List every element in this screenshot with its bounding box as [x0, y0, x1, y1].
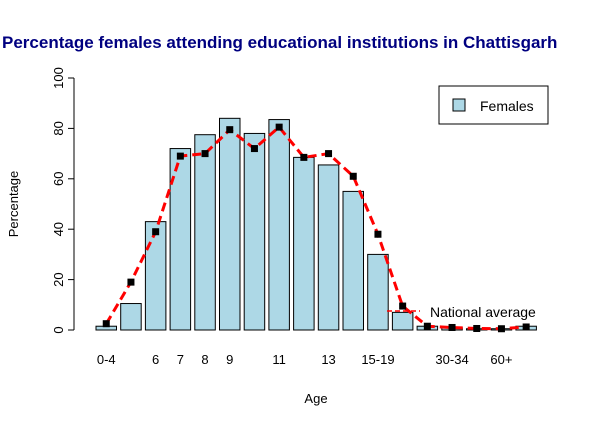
legend-label-females: Females	[480, 98, 534, 114]
y-tick-label: 80	[51, 121, 66, 135]
national-average-point-14	[349, 172, 357, 180]
y-tick-label: 20	[51, 272, 66, 286]
x-axis-label: Age	[304, 391, 327, 406]
x-tick-label: 6	[152, 352, 159, 367]
bar-6	[144, 221, 167, 331]
bar-12	[293, 156, 315, 331]
national-average-point-40-59	[497, 325, 505, 333]
y-tick-label: 100	[51, 67, 66, 89]
national-average-point-15-19	[374, 230, 382, 238]
x-tick-label: 13	[321, 352, 335, 367]
y-axis-label: Percentage	[6, 171, 21, 238]
national-average-point-12	[300, 153, 308, 161]
chart-title: Percentage females attending educational…	[2, 33, 557, 52]
national-average-point-8	[201, 150, 209, 158]
y-tick-label: 40	[51, 222, 66, 236]
bar-10	[243, 132, 266, 331]
national-average-point-10	[250, 145, 258, 153]
national-average-point-35-39	[473, 324, 481, 332]
national-average-point-0-4	[102, 320, 110, 328]
national-average-line	[105, 125, 527, 331]
national-average-series	[102, 123, 530, 333]
legend-swatch-females	[452, 98, 466, 112]
x-tick-label: 0-4	[97, 352, 116, 367]
national-average-point-20-24	[399, 302, 407, 310]
national-average-point-9	[226, 126, 234, 134]
national-average-point-7	[176, 152, 184, 160]
national-average-point-25-29	[423, 322, 431, 330]
national-average-point-11	[275, 123, 283, 131]
y-axis: 0 20 40 60 80 100	[51, 67, 75, 334]
x-tick-label: 30-34	[435, 352, 468, 367]
x-tick-label: 8	[201, 352, 208, 367]
x-tick-label: 9	[226, 352, 233, 367]
x-tick-label: 15-19	[361, 352, 394, 367]
national-average-point-6	[152, 228, 160, 236]
bar-14	[342, 190, 364, 331]
legend: Females	[438, 85, 549, 125]
x-tick-label: 11	[272, 352, 286, 367]
y-tick-label: 60	[51, 172, 66, 186]
x-tick-label: 7	[177, 352, 184, 367]
national-average-point-13	[325, 150, 333, 158]
bar-8	[194, 134, 216, 331]
bar-15-19	[367, 253, 389, 331]
bar-series-females	[95, 117, 537, 331]
y-tick-label: 0	[51, 326, 66, 333]
bar-20-24	[391, 311, 414, 331]
bar-13	[317, 164, 340, 331]
national-average-point-5	[127, 278, 135, 286]
national-average-point-30-34	[448, 323, 456, 331]
x-axis-tick-labels: 0-4 6 7 8 9 11 13 15-19 30-34 60+	[97, 352, 513, 367]
bar-7	[169, 148, 192, 331]
bar-11	[268, 119, 290, 331]
bar-5	[120, 303, 142, 331]
national-average-annotation: National average	[387, 304, 536, 320]
x-tick-label: 60+	[490, 352, 512, 367]
national-average-label: National average	[430, 304, 536, 320]
national-average-point-60+	[522, 323, 530, 331]
bar-9	[219, 117, 241, 331]
